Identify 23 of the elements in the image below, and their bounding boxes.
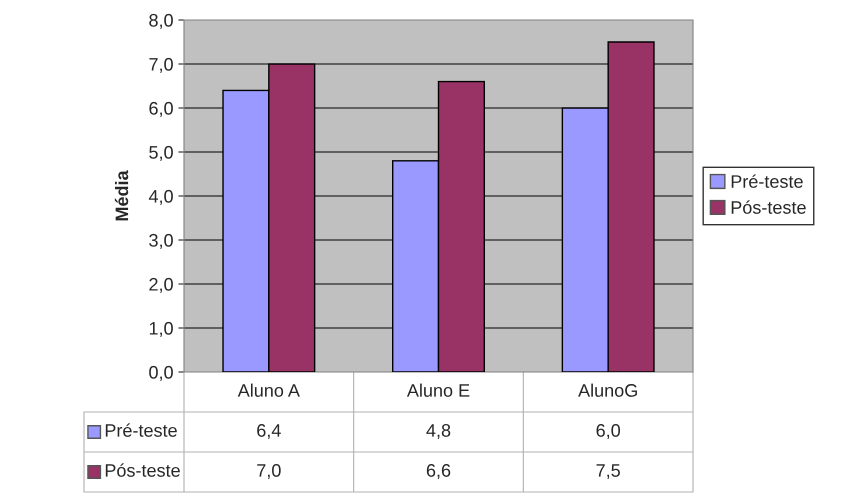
y-tick-label: 5,0 [149,146,173,161]
y-axis-title: Média [114,170,128,220]
data-label: 4,8 [426,424,450,439]
data-label: 6,4 [257,424,281,439]
y-tick-label: 8,0 [149,14,173,29]
legend-label: Pós-teste [732,200,806,214]
data-label: 7,5 [596,464,620,479]
x-tick-label: AlunoG [578,384,637,397]
y-tick-label: 3,0 [149,234,173,249]
data-label: 6,6 [426,464,450,479]
y-tick-label: 2,0 [149,278,173,293]
y-tick-label: 7,0 [149,58,173,73]
text: Pré-teste [732,174,803,188]
data-label: 7,0 [257,464,281,479]
text: Pós-teste [106,463,180,477]
y-tick-label: 0,0 [149,366,173,381]
x-tick-label: Aluno A [238,384,300,397]
y-tick-label: 6,0 [149,102,173,117]
data-label: 6,0 [596,424,620,439]
y-tick-label: 4,0 [148,190,173,205]
y-tick-label: 1,0 [150,322,173,337]
x-tick-label: Aluno E [406,384,470,397]
legend-label: Pré-teste [106,423,177,437]
